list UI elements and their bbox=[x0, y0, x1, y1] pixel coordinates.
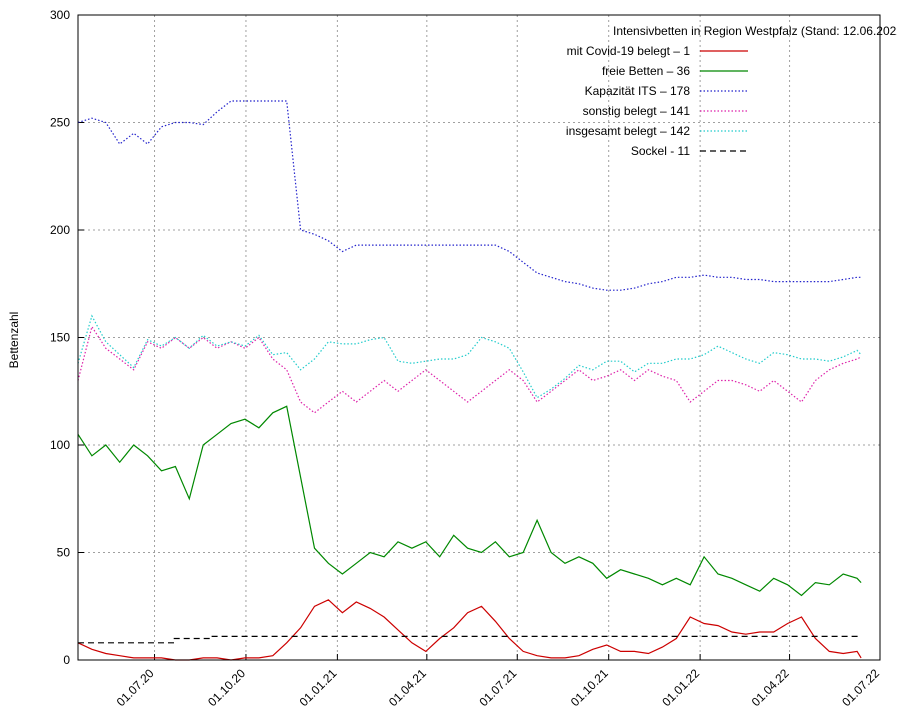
x-tick-label: 01.10.20 bbox=[205, 666, 248, 709]
x-tick-label: 01.01.22 bbox=[659, 666, 702, 709]
series-line bbox=[78, 635, 862, 644]
y-tick-label: 50 bbox=[57, 546, 71, 560]
series-line bbox=[77, 314, 862, 399]
y-axis-label: Bettenzahl bbox=[7, 312, 21, 369]
legend-label: sonstig belegt – 141 bbox=[583, 104, 691, 118]
x-tick-label: 01.07.22 bbox=[839, 666, 882, 709]
x-tick-label: 01.01.21 bbox=[297, 666, 340, 709]
legend-label: mit Covid-19 belegt – 1 bbox=[567, 44, 691, 58]
y-tick-label: 150 bbox=[50, 331, 70, 345]
x-tick-label: 01.07.20 bbox=[114, 666, 157, 709]
legend-label: Kapazität ITS – 178 bbox=[585, 84, 691, 98]
x-tick-label: 01.07.21 bbox=[476, 666, 519, 709]
x-tick-label: 01.10.21 bbox=[568, 666, 611, 709]
series-line bbox=[77, 599, 862, 661]
legend-title: Intensivbetten in Region Westpfalz (Stan… bbox=[613, 24, 897, 38]
y-tick-label: 200 bbox=[50, 223, 70, 237]
x-tick-label: 01.04.22 bbox=[749, 666, 792, 709]
series-line bbox=[77, 325, 862, 414]
y-tick-label: 300 bbox=[50, 8, 70, 22]
y-tick-label: 250 bbox=[50, 116, 70, 130]
plot-frame bbox=[77, 14, 881, 661]
legend-label: insgesamt belegt – 142 bbox=[566, 124, 690, 138]
series-line bbox=[77, 100, 862, 291]
y-tick-label: 0 bbox=[63, 653, 70, 667]
x-tick-label: 01.04.21 bbox=[386, 666, 429, 709]
legend-label: freie Betten – 36 bbox=[602, 64, 690, 78]
series-line bbox=[77, 405, 862, 597]
y-tick-label: 100 bbox=[50, 438, 70, 452]
legend-label: Sockel - 11 bbox=[631, 144, 690, 158]
